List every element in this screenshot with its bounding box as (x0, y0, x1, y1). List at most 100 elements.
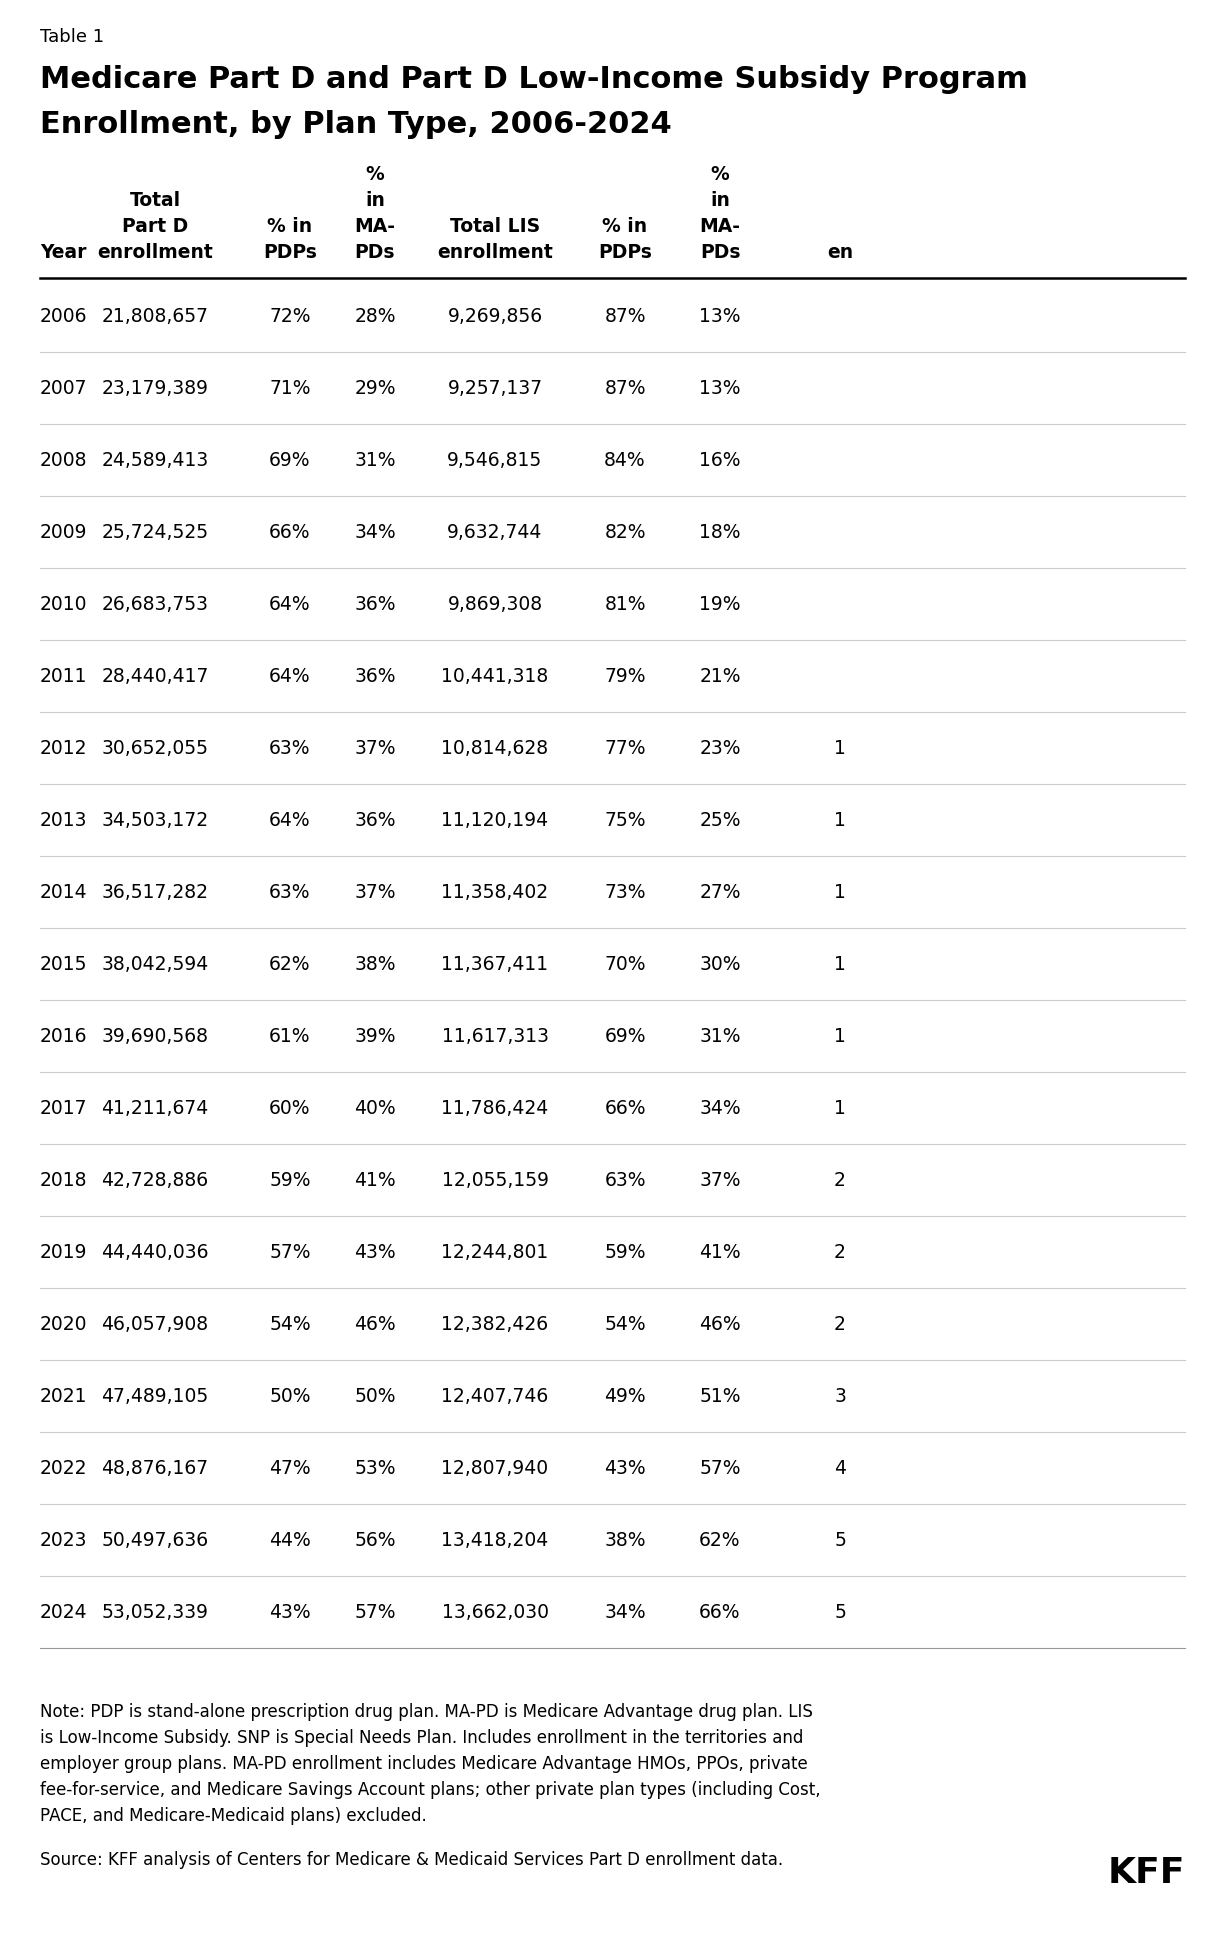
Text: 9,269,856: 9,269,856 (448, 307, 543, 325)
Text: 2012: 2012 (40, 738, 88, 757)
Text: Total LIS: Total LIS (450, 218, 540, 235)
Text: PACE, and Medicare-Medicaid plans) excluded.: PACE, and Medicare-Medicaid plans) exclu… (40, 1808, 427, 1825)
Text: 12,407,746: 12,407,746 (442, 1386, 549, 1405)
Text: PDPs: PDPs (264, 243, 317, 263)
Text: 79%: 79% (604, 666, 645, 685)
Text: % in: % in (603, 218, 648, 235)
Text: 66%: 66% (699, 1602, 741, 1621)
Text: 9,869,308: 9,869,308 (448, 594, 543, 613)
Text: 12,244,801: 12,244,801 (442, 1242, 549, 1261)
Text: 50%: 50% (354, 1386, 395, 1405)
Text: 38%: 38% (354, 954, 395, 973)
Text: 44%: 44% (270, 1530, 311, 1549)
Text: 59%: 59% (604, 1242, 645, 1261)
Text: 13,418,204: 13,418,204 (442, 1530, 549, 1549)
Text: 43%: 43% (270, 1602, 311, 1621)
Text: 77%: 77% (604, 738, 645, 757)
Text: 2010: 2010 (40, 594, 88, 613)
Text: 48,876,167: 48,876,167 (101, 1458, 209, 1477)
Text: 36%: 36% (354, 810, 395, 829)
Text: 10,814,628: 10,814,628 (442, 738, 549, 757)
Text: 46%: 46% (354, 1314, 395, 1333)
Text: 37%: 37% (354, 738, 395, 757)
Text: Part D: Part D (122, 218, 188, 235)
Text: Source: KFF analysis of Centers for Medicare & Medicaid Services Part D enrollme: Source: KFF analysis of Centers for Medi… (40, 1851, 783, 1868)
Text: 43%: 43% (604, 1458, 645, 1477)
Text: 13,662,030: 13,662,030 (442, 1602, 549, 1621)
Text: %: % (366, 165, 384, 185)
Text: PDs: PDs (355, 243, 395, 263)
Text: 13%: 13% (699, 379, 741, 397)
Text: in: in (710, 191, 730, 210)
Text: 10,441,318: 10,441,318 (442, 666, 549, 685)
Text: 25,724,525: 25,724,525 (101, 522, 209, 541)
Text: 12,055,159: 12,055,159 (442, 1170, 549, 1189)
Text: 62%: 62% (699, 1530, 741, 1549)
Text: 41%: 41% (699, 1242, 741, 1261)
Text: 16%: 16% (699, 451, 741, 469)
Text: 9,546,815: 9,546,815 (448, 451, 543, 469)
Text: 53,052,339: 53,052,339 (101, 1602, 209, 1621)
Text: 47%: 47% (270, 1458, 311, 1477)
Text: 30%: 30% (699, 954, 741, 973)
Text: 63%: 63% (270, 738, 311, 757)
Text: 28%: 28% (354, 307, 395, 325)
Text: 62%: 62% (270, 954, 311, 973)
Text: PDPs: PDPs (598, 243, 651, 263)
Text: 53%: 53% (354, 1458, 395, 1477)
Text: 2014: 2014 (40, 882, 88, 901)
Text: 13%: 13% (699, 307, 741, 325)
Text: 84%: 84% (604, 451, 645, 469)
Text: 26,683,753: 26,683,753 (101, 594, 209, 613)
Text: Medicare Part D and Part D Low-Income Subsidy Program: Medicare Part D and Part D Low-Income Su… (40, 64, 1028, 93)
Text: 50%: 50% (270, 1386, 311, 1405)
Text: 41%: 41% (354, 1170, 395, 1189)
Text: 2018: 2018 (40, 1170, 88, 1189)
Text: 1: 1 (834, 738, 845, 757)
Text: 4: 4 (834, 1458, 845, 1477)
Text: 25%: 25% (699, 810, 741, 829)
Text: Year: Year (40, 243, 87, 263)
Text: Enrollment, by Plan Type, 2006-2024: Enrollment, by Plan Type, 2006-2024 (40, 111, 672, 138)
Text: 5: 5 (834, 1530, 845, 1549)
Text: 64%: 64% (270, 666, 311, 685)
Text: 73%: 73% (604, 882, 645, 901)
Text: 2: 2 (834, 1242, 845, 1261)
Text: 2009: 2009 (40, 522, 88, 541)
Text: Table 1: Table 1 (40, 27, 104, 47)
Text: 23%: 23% (699, 738, 741, 757)
Text: 37%: 37% (354, 882, 395, 901)
Text: 27%: 27% (699, 882, 741, 901)
Text: 34%: 34% (604, 1602, 645, 1621)
Text: in: in (365, 191, 386, 210)
Text: en: en (827, 243, 853, 263)
Text: 63%: 63% (270, 882, 311, 901)
Text: 19%: 19% (699, 594, 741, 613)
Text: 37%: 37% (699, 1170, 741, 1189)
Text: 41,211,674: 41,211,674 (101, 1098, 209, 1117)
Text: 1: 1 (834, 954, 845, 973)
Text: 11,367,411: 11,367,411 (442, 954, 549, 973)
Text: employer group plans. MA-PD enrollment includes Medicare Advantage HMOs, PPOs, p: employer group plans. MA-PD enrollment i… (40, 1755, 808, 1773)
Text: 66%: 66% (604, 1098, 645, 1117)
Text: 64%: 64% (270, 810, 311, 829)
Text: 81%: 81% (604, 594, 645, 613)
Text: 36%: 36% (354, 666, 395, 685)
Text: 87%: 87% (604, 307, 645, 325)
Text: 51%: 51% (699, 1386, 741, 1405)
Text: 40%: 40% (354, 1098, 395, 1117)
Text: 75%: 75% (604, 810, 645, 829)
Text: 2007: 2007 (40, 379, 88, 397)
Text: %: % (710, 165, 730, 185)
Text: 2015: 2015 (40, 954, 88, 973)
Text: 69%: 69% (604, 1026, 645, 1045)
Text: 2023: 2023 (40, 1530, 88, 1549)
Text: 11,617,313: 11,617,313 (442, 1026, 549, 1045)
Text: 38%: 38% (604, 1530, 645, 1549)
Text: 29%: 29% (354, 379, 395, 397)
Text: 39%: 39% (354, 1026, 395, 1045)
Text: 39,690,568: 39,690,568 (101, 1026, 209, 1045)
Text: 2008: 2008 (40, 451, 88, 469)
Text: Note: PDP is stand-alone prescription drug plan. MA-PD is Medicare Advantage dru: Note: PDP is stand-alone prescription dr… (40, 1703, 813, 1720)
Text: 59%: 59% (270, 1170, 311, 1189)
